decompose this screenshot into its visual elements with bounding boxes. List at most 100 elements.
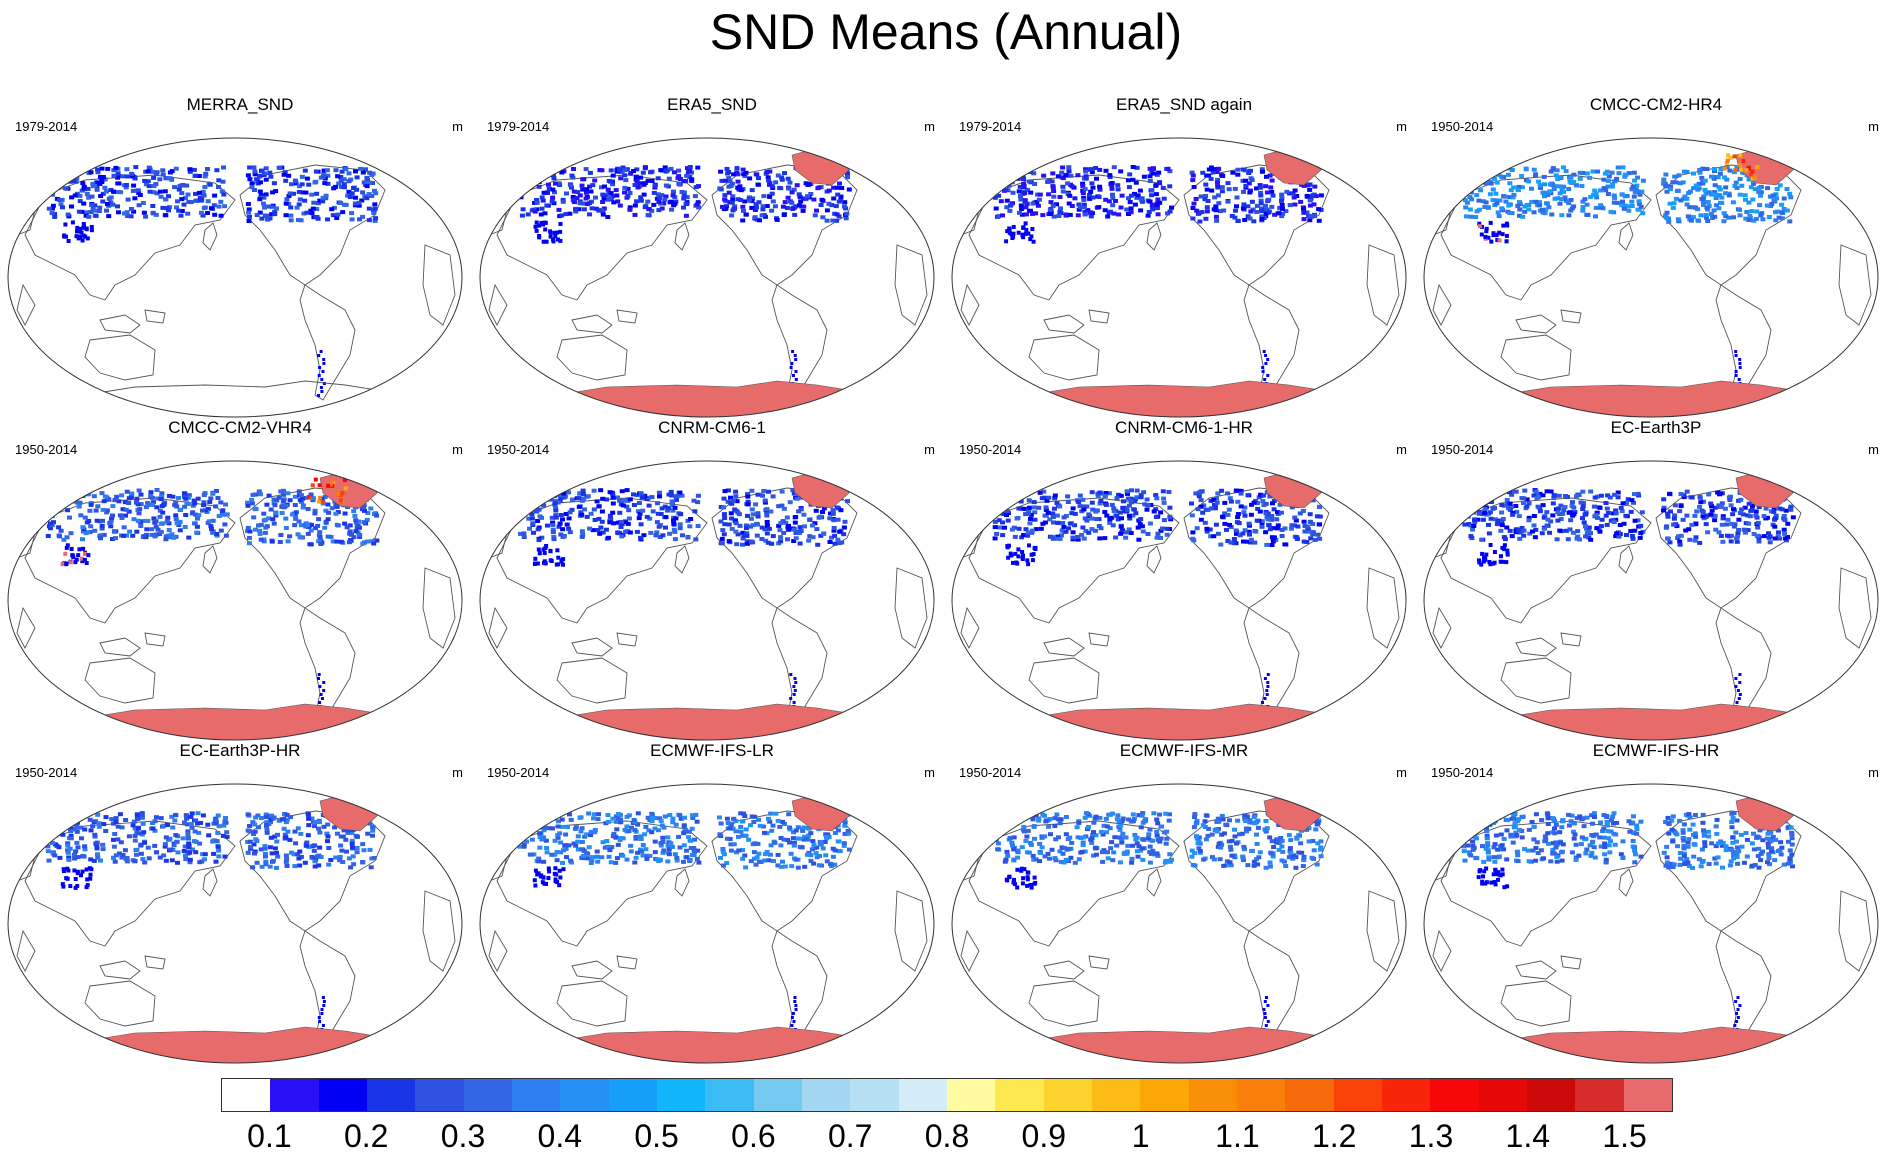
- snow-cell: [120, 507, 126, 512]
- snow-cell: [553, 234, 558, 239]
- snow-cell: [1005, 545, 1010, 550]
- snow-cell: [1705, 219, 1711, 223]
- snow-cell: [133, 165, 139, 170]
- snow-cell: [1032, 517, 1038, 522]
- snow-cell: [1620, 501, 1626, 506]
- snow-cell: [316, 826, 321, 831]
- snow-cell: [593, 195, 598, 200]
- snow-cell: [1241, 539, 1246, 544]
- snow-cell: [304, 176, 310, 181]
- snow-cell: [805, 194, 810, 199]
- snow-cell: [1579, 184, 1585, 188]
- snow-cell: [346, 856, 352, 861]
- snow-cell: [1212, 503, 1218, 508]
- snow-cell: [1242, 218, 1248, 222]
- snow-cell: [1731, 215, 1736, 220]
- snow-cell: [1463, 502, 1468, 506]
- snow-cell: [1138, 495, 1144, 500]
- snow-cell: [575, 190, 581, 195]
- snow-cell: [252, 851, 257, 856]
- snow-cell: [1292, 523, 1297, 528]
- snow-cell: [536, 547, 541, 552]
- snow-cell: [1777, 183, 1783, 188]
- snow-cell: [287, 534, 293, 539]
- snow-cell: [214, 532, 220, 536]
- snow-cell: [780, 204, 786, 209]
- snow-cell: [213, 859, 219, 864]
- snow-cell: [1004, 205, 1010, 210]
- snow-cell: [48, 182, 53, 187]
- snow-cell: [1533, 199, 1539, 204]
- snow-cell: [73, 169, 79, 174]
- snow-cell: [361, 520, 367, 525]
- snow-cell: [115, 171, 121, 176]
- snow-cell: [652, 185, 658, 190]
- snow-cell: [92, 528, 98, 533]
- snow-cell: [1147, 174, 1153, 179]
- snow-cell: [371, 856, 377, 860]
- snow-cell: [48, 521, 53, 526]
- snow-cell: [1004, 513, 1009, 517]
- snow-cell: [1160, 489, 1166, 494]
- snow-cell: [1134, 165, 1140, 170]
- snow-cell: [646, 503, 652, 508]
- snow-cell: [1727, 168, 1733, 173]
- snow-cell: [542, 220, 547, 225]
- snow-cell: [49, 211, 55, 216]
- snow-cell: [648, 530, 654, 535]
- snow-cell: [625, 521, 631, 526]
- snow-cell: [1638, 523, 1644, 528]
- snow-cell: [191, 498, 197, 503]
- snow-cell: [142, 840, 148, 845]
- snow-cell: [1231, 541, 1237, 545]
- snow-cell: [175, 199, 180, 204]
- snow-cell: [681, 831, 687, 836]
- snow-cell: [1711, 208, 1717, 213]
- snow-cell: [1486, 531, 1492, 536]
- snow-cell: [299, 182, 305, 187]
- snow-cell: [1147, 521, 1153, 526]
- snow-cell: [66, 868, 71, 873]
- snow-cell: [520, 207, 526, 212]
- snow-cell: [333, 502, 339, 507]
- snow-cell: [579, 183, 585, 188]
- snow-cell: [305, 833, 311, 838]
- snow-cell: [561, 491, 567, 496]
- snow-cell: [198, 210, 204, 215]
- snow-cell: [1555, 510, 1561, 515]
- snow-cell: [213, 504, 219, 509]
- snow-cell: [75, 855, 81, 860]
- snow-cell: [577, 815, 583, 820]
- snow-cell: [748, 524, 754, 529]
- snow-cell: [545, 172, 550, 177]
- snow-cell: [615, 530, 621, 535]
- snow-cell: [1505, 552, 1510, 557]
- snow-cell: [1719, 200, 1725, 205]
- snow-cell: [773, 811, 779, 816]
- snow-cell: [321, 370, 325, 373]
- antarctica-ice: [1008, 380, 1360, 417]
- snow-cell: [338, 834, 344, 839]
- snow-cell: [1066, 165, 1072, 170]
- snow-cell: [819, 197, 825, 202]
- snow-cell: [1051, 189, 1057, 193]
- snow-cell: [148, 490, 154, 495]
- snow-cell: [123, 507, 129, 512]
- coastline: [1043, 637, 1085, 657]
- snow-cell: [1233, 528, 1239, 533]
- snow-cell: [1000, 497, 1006, 502]
- snow-cell: [1026, 498, 1032, 503]
- snow-cell: [181, 202, 187, 207]
- snow-cell: [653, 533, 659, 538]
- snow-cell: [345, 193, 351, 198]
- snow-cell: [153, 519, 159, 524]
- snow-cell: [80, 181, 86, 186]
- snow-cell: [1198, 504, 1204, 509]
- snow-cell: [615, 495, 621, 500]
- snow-cell: [306, 816, 312, 821]
- snow-cell: [196, 190, 202, 195]
- snow-cell: [1265, 517, 1271, 522]
- snow-cell: [1310, 498, 1316, 503]
- snow-cell: [1258, 193, 1264, 198]
- snow-cell: [558, 222, 563, 226]
